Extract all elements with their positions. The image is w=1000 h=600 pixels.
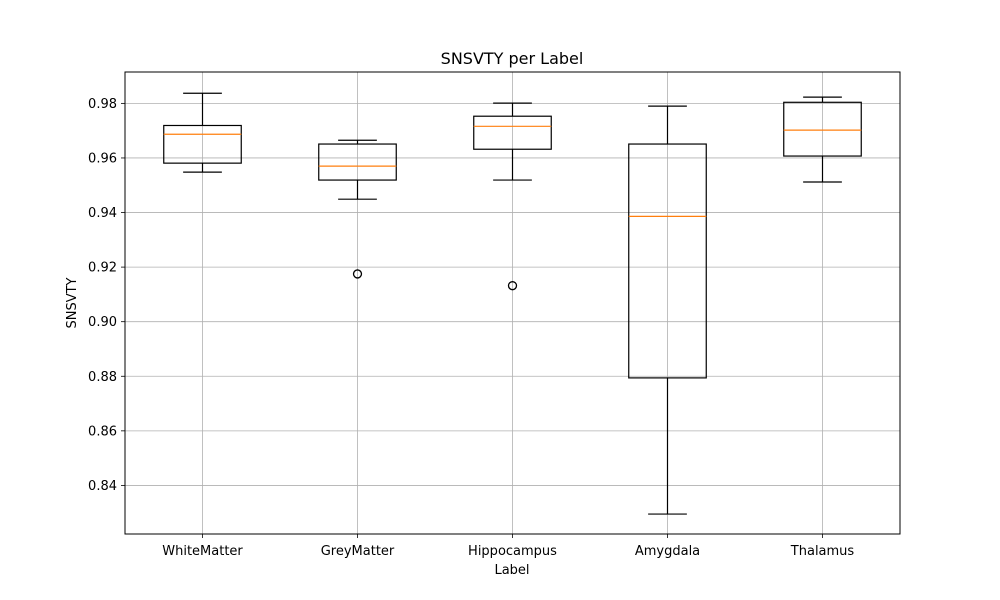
y-tick-label: 0.92 [88, 261, 117, 276]
y-tick-label: 0.98 [88, 97, 117, 112]
outlier-point [507, 281, 518, 291]
tick-layer: 0.84 0.86 0.88 0.90 0.92 0.94 0.96 0.98 WhiteMat… [88, 97, 854, 559]
iqr-box [628, 143, 707, 379]
iqr-box [473, 115, 552, 150]
box-group [163, 92, 242, 173]
y-tick-label: 0.94 [88, 206, 117, 221]
box-group [473, 102, 552, 291]
y-tick-label: 0.96 [88, 151, 117, 166]
y-axis-label: SNSVTY [65, 277, 80, 328]
outlier-point [352, 269, 363, 279]
x-tick-label: GreyMatter [321, 544, 395, 559]
box-group [783, 96, 862, 183]
box-group [318, 139, 397, 279]
iqr-box [783, 101, 862, 157]
y-tick-label: 0.84 [88, 479, 117, 494]
x-tick-label: WhiteMatter [162, 544, 243, 559]
iqr-box [163, 124, 242, 164]
chart-title: SNSVTY per Label [441, 49, 584, 68]
box-layer [163, 92, 862, 515]
x-tick-label: Hippocampus [468, 544, 557, 559]
x-tick-label: Amygdala [635, 544, 700, 559]
x-tick-label: Thalamus [790, 544, 855, 559]
y-tick-label: 0.86 [88, 424, 117, 439]
y-tick-label: 0.88 [88, 370, 117, 385]
x-axis-label: Label [494, 563, 529, 578]
iqr-box [318, 143, 397, 181]
y-tick-label: 0.90 [88, 315, 117, 330]
box-group [628, 105, 707, 515]
